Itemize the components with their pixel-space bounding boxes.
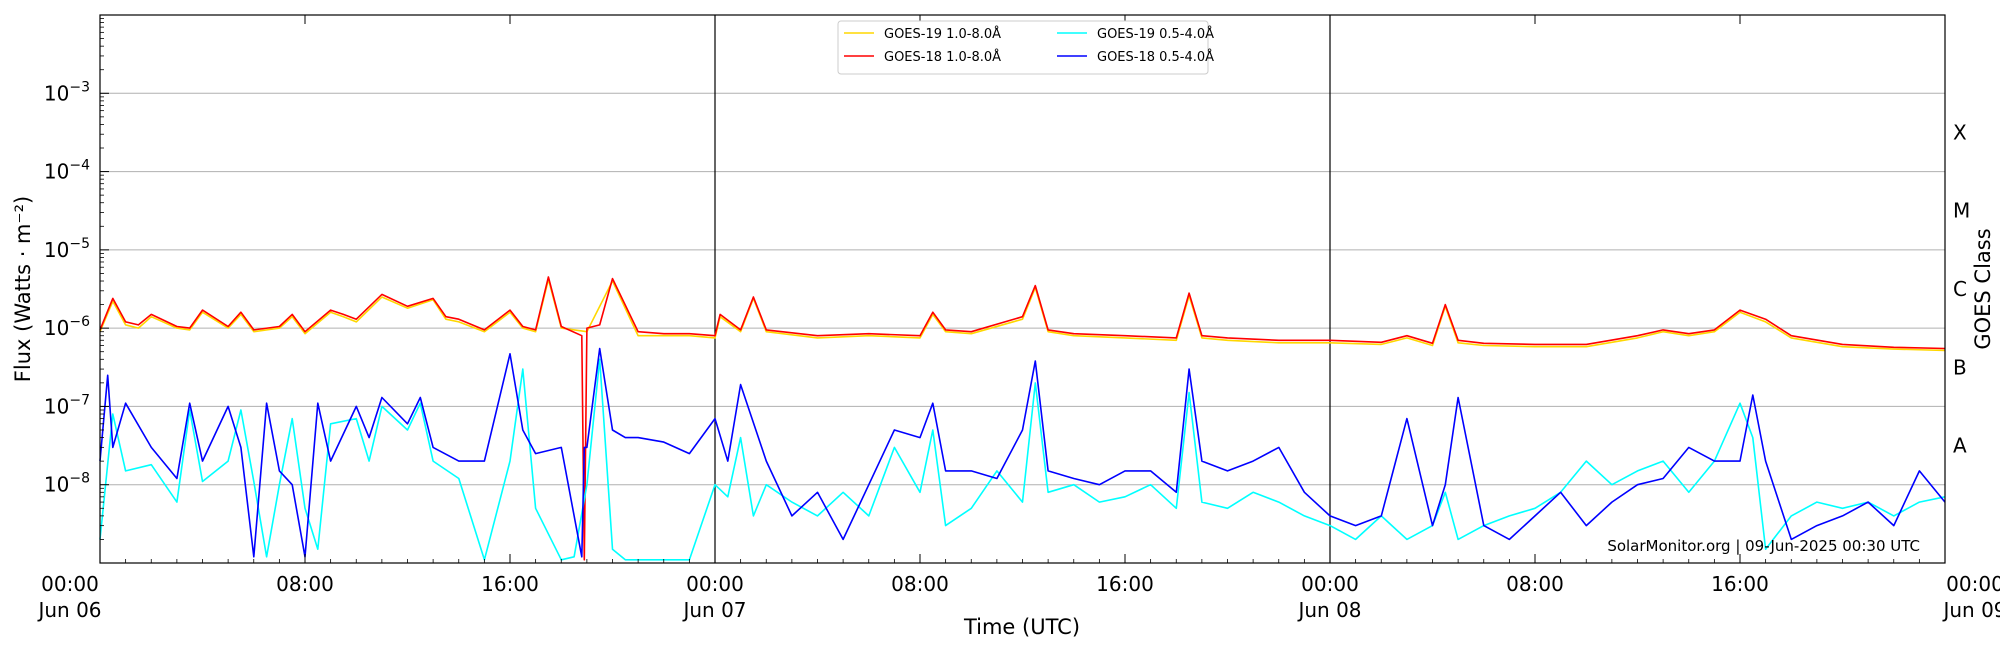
goes-class-labels: A B C M X <box>1953 120 1970 457</box>
y-tick-label: 10−6 <box>44 314 90 340</box>
x-tick-label: 16:00 <box>1711 572 1769 596</box>
series-line <box>99 276 1946 561</box>
x-tick-label: 00:00 <box>1301 572 1359 596</box>
legend: GOES-19 1.0-8.0Å GOES-18 1.0-8.0Å GOES-19 … <box>837 20 1214 75</box>
legend-label: GOES-18 1.0-8.0Å <box>884 49 1001 65</box>
x-tick-label: 16:00 <box>1096 572 1154 596</box>
y-axis-title: Flux (Watts · m⁻²) <box>11 196 35 382</box>
x-date-label: Jun 07 <box>681 598 746 622</box>
x-tick-label: 08:00 <box>1506 572 1564 596</box>
goes-class-label: M <box>1953 199 1970 223</box>
x-axis-title: Time (UTC) <box>963 615 1080 639</box>
goes-class-label: X <box>1953 120 1967 144</box>
goes-class-label: A <box>1953 434 1967 458</box>
series-line <box>99 347 1946 558</box>
x-date-label: Jun 06 <box>36 598 101 622</box>
x-tick-label: 00:00 <box>686 572 744 596</box>
goes-class-label: C <box>1953 277 1967 301</box>
goes-class-label: B <box>1953 355 1967 379</box>
series-line <box>99 358 1946 561</box>
x-tick-label: 08:00 <box>276 572 334 596</box>
x-date-label: Jun 08 <box>1296 598 1361 622</box>
x-tick-label: 00:00 <box>41 572 99 596</box>
grid-lines <box>100 92 1945 486</box>
y-tick-label: 10−5 <box>44 236 90 262</box>
legend-label: GOES-18 0.5-4.0Å <box>1097 49 1214 65</box>
legend-label: GOES-19 0.5-4.0Å <box>1097 26 1214 42</box>
y-tick-label: 10−4 <box>44 158 90 184</box>
legend-label: GOES-19 1.0-8.0Å <box>884 26 1001 42</box>
y-tick-label: 10−8 <box>44 471 90 497</box>
x-tick-label: 00:00 <box>1946 572 2000 596</box>
x-tick-label: 16:00 <box>481 572 539 596</box>
y-tick-label: 10−7 <box>44 392 90 418</box>
legend-box <box>837 20 1209 75</box>
y-axis-ticks: 10−8 10−7 10−6 10−5 10−4 10−3 <box>44 18 109 540</box>
day-separators <box>714 15 1331 563</box>
credit-text: SolarMonitor.org | 09-Jun-2025 00:30 UTC <box>1607 537 1920 555</box>
x-tick-label: 08:00 <box>891 572 949 596</box>
series-layer <box>99 276 1946 561</box>
x-date-label: Jun 09 <box>1941 598 2000 622</box>
y-tick-label: 10−3 <box>44 79 90 105</box>
right-axis-title: GOES Class <box>1971 228 1995 349</box>
